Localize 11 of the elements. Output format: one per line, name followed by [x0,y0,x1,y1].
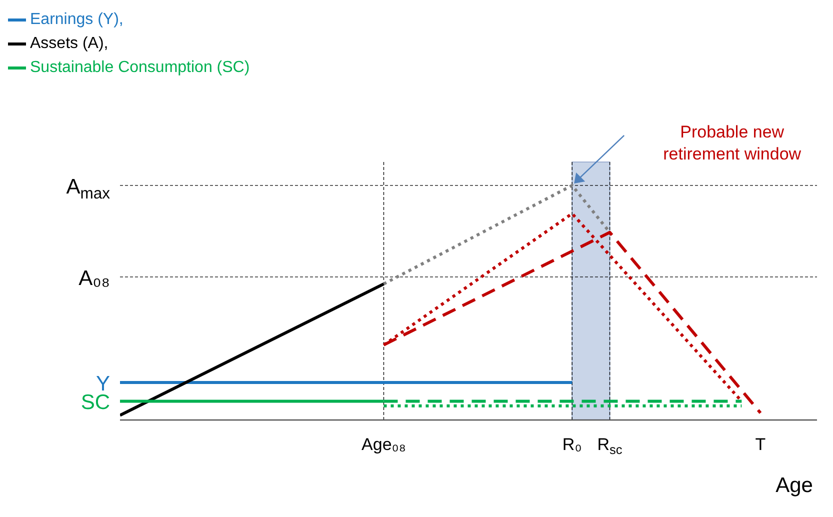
x-tick-label: Age₀₈ [362,435,406,454]
legend-label: Earnings (Y), [30,10,124,30]
legend-label: Sustainable Consumption (SC) [30,58,250,78]
ref-line-label: A₀₈ [78,266,110,290]
ref-line-label: A$_{max}$ [66,175,110,202]
x-tick-label: R$_{sc}$ [597,435,623,457]
legend-label: Assets (A), [30,34,108,54]
x-tick-label: T [755,435,766,454]
x-axis-title: Age [776,474,813,497]
text: Probable new retirement window [663,122,802,164]
x-tick-label: R₀ [562,435,582,454]
